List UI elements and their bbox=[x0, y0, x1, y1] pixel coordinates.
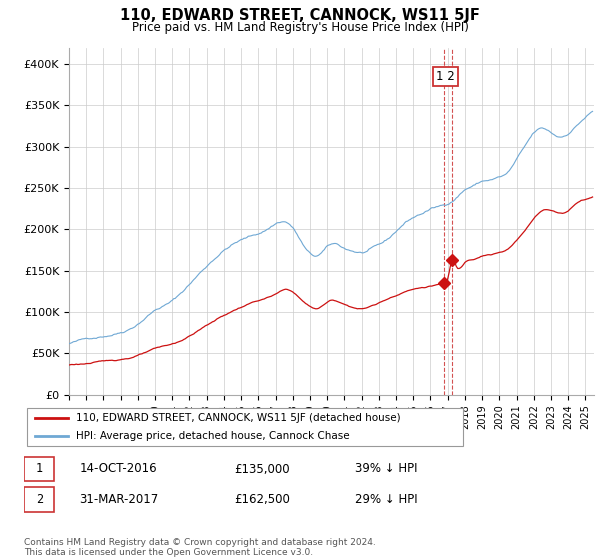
Text: HPI: Average price, detached house, Cannock Chase: HPI: Average price, detached house, Cann… bbox=[76, 431, 350, 441]
Text: 1 2: 1 2 bbox=[436, 70, 455, 83]
Text: 110, EDWARD STREET, CANNOCK, WS11 5JF: 110, EDWARD STREET, CANNOCK, WS11 5JF bbox=[120, 8, 480, 24]
Text: 1: 1 bbox=[36, 463, 43, 475]
Text: Price paid vs. HM Land Registry's House Price Index (HPI): Price paid vs. HM Land Registry's House … bbox=[131, 21, 469, 34]
FancyBboxPatch shape bbox=[27, 408, 463, 446]
Text: 39% ↓ HPI: 39% ↓ HPI bbox=[355, 463, 418, 475]
FancyBboxPatch shape bbox=[24, 487, 55, 512]
Text: £162,500: £162,500 bbox=[234, 493, 290, 506]
Text: 31-MAR-2017: 31-MAR-2017 bbox=[79, 493, 158, 506]
Text: Contains HM Land Registry data © Crown copyright and database right 2024.
This d: Contains HM Land Registry data © Crown c… bbox=[24, 538, 376, 557]
Text: 2: 2 bbox=[36, 493, 43, 506]
Text: £135,000: £135,000 bbox=[234, 463, 289, 475]
Text: 14-OCT-2016: 14-OCT-2016 bbox=[79, 463, 157, 475]
Text: 29% ↓ HPI: 29% ↓ HPI bbox=[355, 493, 418, 506]
FancyBboxPatch shape bbox=[24, 457, 55, 481]
Text: 110, EDWARD STREET, CANNOCK, WS11 5JF (detached house): 110, EDWARD STREET, CANNOCK, WS11 5JF (d… bbox=[76, 413, 401, 423]
